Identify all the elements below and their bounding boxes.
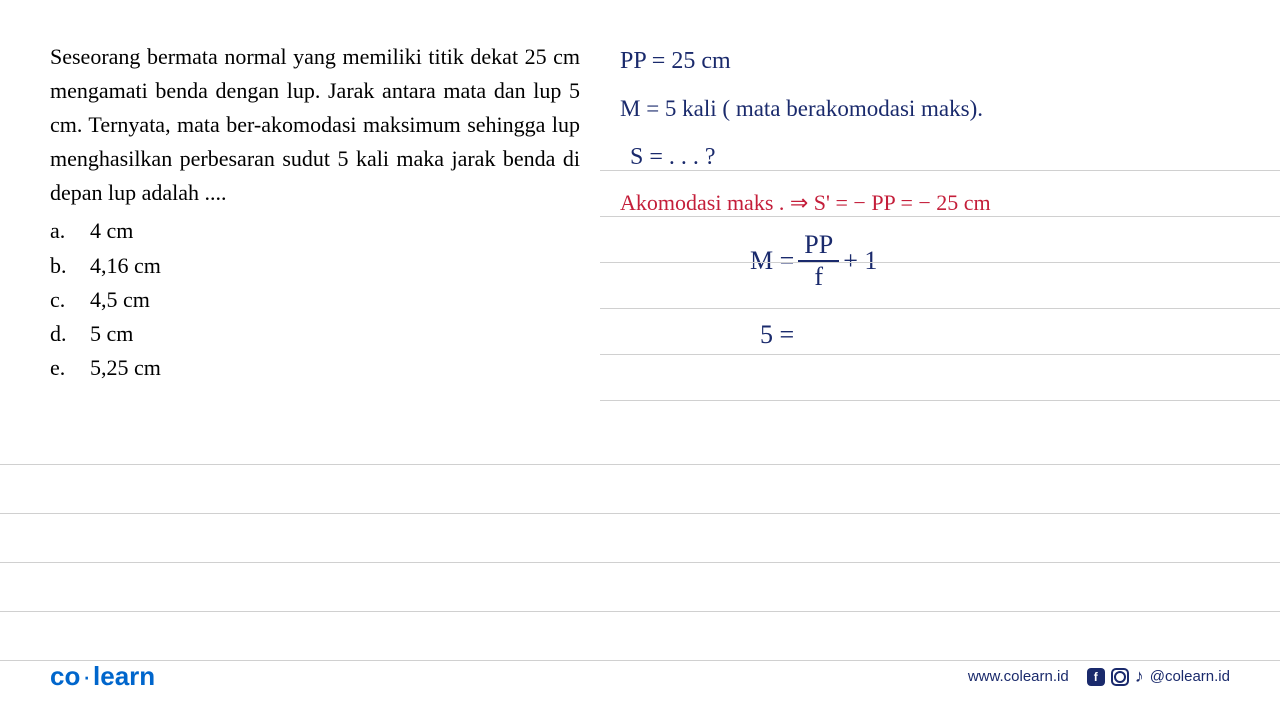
option-label: c. <box>50 283 90 317</box>
option-value: 4 cm <box>90 214 133 248</box>
options-list: a. 4 cm b. 4,16 cm c. 4,5 cm d. 5 cm e. … <box>50 214 580 384</box>
logo-dot: · <box>82 661 91 691</box>
tiktok-icon: ♪ <box>1135 666 1144 687</box>
hw-line-pp: PP = 25 cm <box>620 48 731 75</box>
logo: co·learn <box>50 661 155 692</box>
instagram-icon <box>1111 668 1129 686</box>
option-label: b. <box>50 249 90 283</box>
hw-formula: M = PP f + 1 <box>750 230 877 292</box>
logo-text-1: co <box>50 661 80 691</box>
option-a: a. 4 cm <box>50 214 580 248</box>
option-label: e. <box>50 351 90 385</box>
hw-line-s: S = . . . ? <box>630 144 716 171</box>
option-c: c. 4,5 cm <box>50 283 580 317</box>
footer-handle: @colearn.id <box>1150 668 1230 685</box>
hw-line-m: M = 5 kali ( mata berakomodasi maks). <box>620 96 983 122</box>
option-value: 4,5 cm <box>90 283 150 317</box>
social-icons: f ♪ @colearn.id <box>1087 666 1230 687</box>
hw-line-akomodasi: Akomodasi maks . ⇒ S' = − PP = − 25 cm <box>620 190 991 216</box>
option-value: 5,25 cm <box>90 351 161 385</box>
footer-url: www.colearn.id <box>968 668 1069 685</box>
question-text: Seseorang bermata normal yang memiliki t… <box>50 40 580 210</box>
option-e: e. 5,25 cm <box>50 351 580 385</box>
option-value: 5 cm <box>90 317 133 351</box>
formula-lhs: M = <box>750 246 794 276</box>
formula-fraction: PP f <box>798 230 839 292</box>
hw-line-5eq: 5 = <box>760 320 794 350</box>
formula-denominator: f <box>808 262 829 292</box>
option-label: d. <box>50 317 90 351</box>
footer-right: www.colearn.id f ♪ @colearn.id <box>968 666 1230 687</box>
footer: co·learn www.colearn.id f ♪ @colearn.id <box>0 661 1280 692</box>
option-b: b. 4,16 cm <box>50 249 580 283</box>
facebook-icon: f <box>1087 668 1105 686</box>
formula-numerator: PP <box>798 230 839 262</box>
logo-text-2: learn <box>93 661 155 691</box>
option-value: 4,16 cm <box>90 249 161 283</box>
question-column: Seseorang bermata normal yang memiliki t… <box>50 40 580 385</box>
option-label: a. <box>50 214 90 248</box>
formula-rhs: + 1 <box>843 246 877 276</box>
handwriting-column: PP = 25 cm M = 5 kali ( mata berakomodas… <box>600 40 1230 385</box>
option-d: d. 5 cm <box>50 317 580 351</box>
